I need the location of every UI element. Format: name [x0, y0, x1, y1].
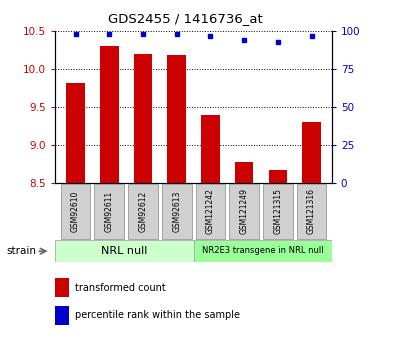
FancyBboxPatch shape	[196, 184, 225, 239]
Bar	[55, 306, 69, 325]
Text: GSM121249: GSM121249	[240, 188, 248, 234]
Bar	[167, 55, 186, 183]
Text: GSM92613: GSM92613	[172, 191, 181, 232]
FancyBboxPatch shape	[61, 184, 90, 239]
FancyBboxPatch shape	[263, 184, 293, 239]
Text: NR2E3 transgene in NRL null: NR2E3 transgene in NRL null	[202, 246, 324, 256]
Text: GSM121315: GSM121315	[273, 188, 282, 234]
Text: GSM92610: GSM92610	[71, 191, 80, 232]
Bar	[269, 170, 287, 183]
Bar	[235, 162, 254, 183]
FancyBboxPatch shape	[229, 184, 259, 239]
FancyBboxPatch shape	[128, 184, 158, 239]
Bar	[302, 122, 321, 183]
FancyBboxPatch shape	[297, 184, 326, 239]
Bar	[201, 115, 220, 183]
Text: GSM121316: GSM121316	[307, 188, 316, 234]
Bar	[66, 83, 85, 183]
Text: GSM92611: GSM92611	[105, 191, 114, 232]
Bar	[100, 46, 118, 183]
Text: NRL null: NRL null	[101, 246, 148, 256]
Text: GSM92612: GSM92612	[139, 191, 147, 232]
FancyBboxPatch shape	[94, 184, 124, 239]
Text: strain: strain	[6, 246, 36, 256]
FancyBboxPatch shape	[162, 184, 192, 239]
Bar	[134, 54, 152, 183]
Text: GSM121242: GSM121242	[206, 188, 215, 234]
FancyBboxPatch shape	[194, 240, 332, 262]
Text: transformed count: transformed count	[75, 283, 166, 293]
FancyBboxPatch shape	[55, 240, 194, 262]
Text: percentile rank within the sample: percentile rank within the sample	[75, 310, 240, 320]
Text: GDS2455 / 1416736_at: GDS2455 / 1416736_at	[108, 12, 263, 25]
Bar	[55, 278, 69, 297]
